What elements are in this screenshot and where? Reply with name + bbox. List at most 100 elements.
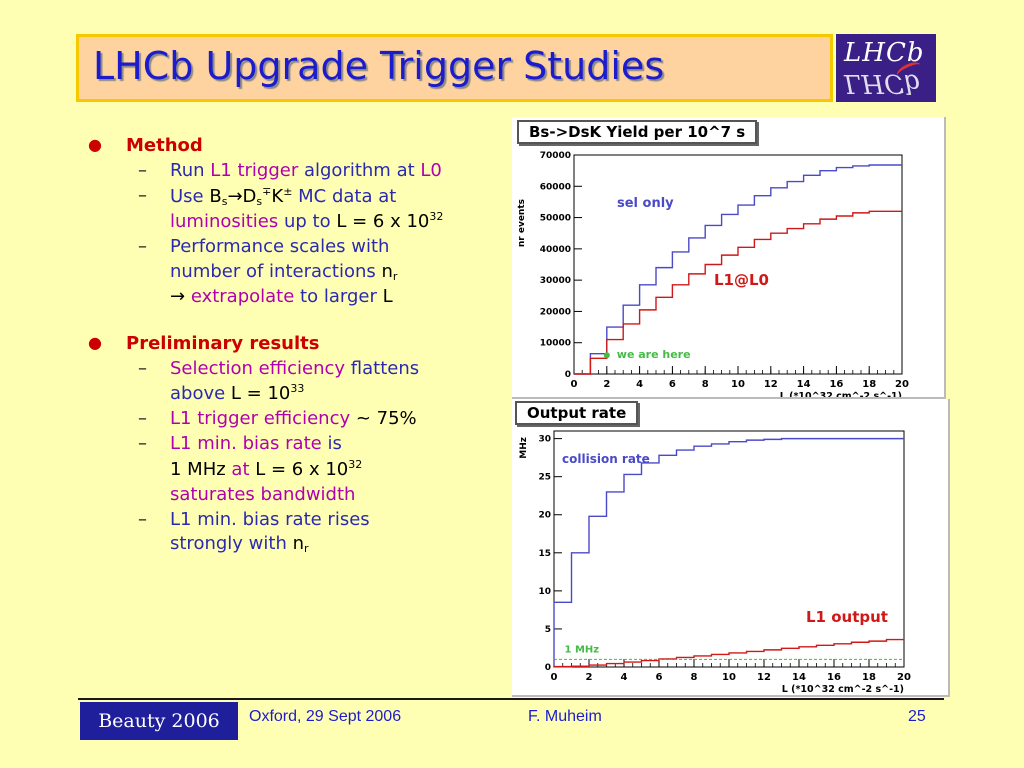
- x-tick-label: 18: [862, 672, 876, 683]
- y-tick-label: 25: [538, 473, 551, 483]
- text: r: [304, 542, 309, 556]
- text: ~ 75%: [350, 408, 417, 430]
- chart-title: Output rate: [515, 401, 639, 425]
- annotation-label: we are here: [617, 348, 691, 361]
- text: 32: [429, 210, 444, 224]
- x-tick-label: 8: [691, 672, 698, 683]
- y-tick-label: 50000: [540, 214, 571, 224]
- y-tick-label: 20: [538, 511, 551, 521]
- text: Performance scales with: [170, 236, 390, 258]
- reference-label: 1 MHz: [565, 644, 600, 655]
- series-line: [574, 164, 902, 375]
- text: 1 MHz: [170, 458, 226, 480]
- arrow-icon: →: [170, 285, 191, 307]
- text: L1 min. bias rate rises: [170, 508, 370, 530]
- text: Run: [170, 159, 211, 181]
- text: →: [227, 185, 243, 207]
- x-tick-label: 14: [792, 672, 806, 683]
- title-bar: LHCb Upgrade Trigger Studies: [76, 34, 833, 102]
- text: up to: [278, 211, 337, 233]
- conference-label: Beauty 2006: [80, 702, 238, 740]
- series-label: collision rate: [562, 452, 650, 466]
- output-rate-chart: 0 2 4 6 8 10 12 14 16 18 20 0 5 10 15 20 25 30 L (*10^32 c…: [512, 399, 950, 697]
- x-tick-label: 10: [731, 379, 745, 390]
- y-tick-label: 20000: [540, 307, 571, 317]
- series-label: L1@L0: [714, 271, 769, 289]
- sub-bullet: – L1 min. bias rate is 1 MHz at L = 6 x 10…: [138, 433, 363, 505]
- text: L1 trigger efficiency: [170, 408, 351, 430]
- x-tick-label: 12: [757, 672, 771, 683]
- text: s: [221, 194, 228, 208]
- y-tick-label: 5: [545, 625, 551, 635]
- x-tick-label: 6: [656, 672, 663, 683]
- text: above: [170, 383, 231, 405]
- x-tick-label: 10: [722, 672, 736, 683]
- x-axis-label: L (*10^32 cm^-2 s^-1): [782, 684, 904, 695]
- bullet-preliminary: ● Preliminary results: [86, 332, 506, 357]
- text: K: [271, 185, 284, 207]
- text: s: [256, 194, 263, 208]
- x-tick-label: 12: [764, 379, 778, 390]
- y-tick-label: 30000: [540, 276, 571, 286]
- text: MC data at: [292, 185, 397, 207]
- x-tick-label: 4: [636, 379, 643, 390]
- y-tick-label: 15: [538, 549, 551, 559]
- lhcb-logo: LHCb LHCb: [836, 34, 936, 102]
- y-tick-label: 40000: [540, 245, 571, 255]
- sub-bullet: – L1 min. bias rate rises strongly with nr: [138, 508, 370, 556]
- x-tick-label: 18: [862, 379, 876, 390]
- text: at: [225, 458, 256, 480]
- text: L1 min. bias rate: [170, 433, 322, 455]
- y-tick-label: 0: [545, 663, 551, 673]
- series-label: L1 output: [806, 608, 888, 626]
- sub-bullet: – L1 trigger efficiency ~ 75%: [138, 408, 417, 430]
- series-line: [553, 437, 904, 667]
- sub-bullet: – Performance scales with number of intera…: [138, 236, 398, 307]
- y-axis-label: MHz: [519, 437, 529, 459]
- sub-bullet: – Run L1 trigger algorithm at L0: [138, 159, 442, 181]
- logo-text: LHCb: [844, 38, 925, 68]
- series-line: [553, 638, 904, 668]
- series-line: [574, 210, 902, 375]
- text: flattens: [345, 357, 420, 379]
- x-tick-label: 4: [621, 672, 628, 683]
- x-tick-label: 20: [895, 379, 909, 390]
- series-label: sel only: [617, 196, 674, 211]
- y-tick-label: 60000: [540, 182, 571, 192]
- text: Selection efficiency: [170, 357, 346, 379]
- sub-bullet: – Selection efficiency flattens above L = …: [138, 357, 420, 405]
- text: B: [209, 185, 222, 207]
- bullet-dot-icon: ●: [88, 135, 102, 154]
- text: ∓: [262, 184, 272, 198]
- x-tick-label: 0: [551, 672, 558, 683]
- x-tick-label: 0: [571, 379, 578, 390]
- plot-frame: [573, 154, 903, 375]
- x-tick-label: 6: [669, 379, 676, 390]
- bullet-method: ● Method: [86, 134, 506, 159]
- bullet-list: ● Method – Run L1 trigger algorithm at L0…: [86, 134, 506, 557]
- x-tick-label: 14: [797, 379, 811, 390]
- text: ±: [283, 184, 293, 198]
- text: L = 6 x 10: [336, 211, 430, 233]
- yield-chart-svg: 0 2 4 6 8 10 12 14 16 18 20 0 10000 20000 30000 40000 50…: [517, 151, 909, 397]
- x-tick-label: 2: [603, 379, 610, 390]
- y-tick-label: 0: [565, 370, 571, 380]
- text: L: [382, 285, 393, 307]
- y-tick-label: 30: [538, 435, 551, 445]
- sub-bullet: – Use Bs→Ds∓K± MC data at luminosities up …: [138, 184, 444, 233]
- bullet-prelim-label: Preliminary results: [126, 332, 320, 354]
- text: to larger: [294, 285, 383, 307]
- we-are-here-marker: [603, 352, 610, 359]
- text: n: [381, 261, 393, 283]
- bullet-dot-icon: ●: [88, 332, 102, 352]
- text: L1 trigger: [210, 159, 299, 181]
- text: 33: [290, 382, 305, 396]
- y-tick-label: 10: [538, 587, 551, 597]
- output-rate-chart-svg: 0 2 4 6 8 10 12 14 16 18 20 0 5 10 15 20 25 30 L (*10^32 c…: [519, 430, 911, 695]
- footer-rule: [78, 698, 944, 700]
- x-tick-label: 16: [829, 379, 843, 390]
- text: is: [321, 433, 342, 455]
- y-tick-label: 10000: [540, 339, 571, 349]
- text: 32: [348, 457, 363, 471]
- x-tick-label: 16: [827, 672, 841, 683]
